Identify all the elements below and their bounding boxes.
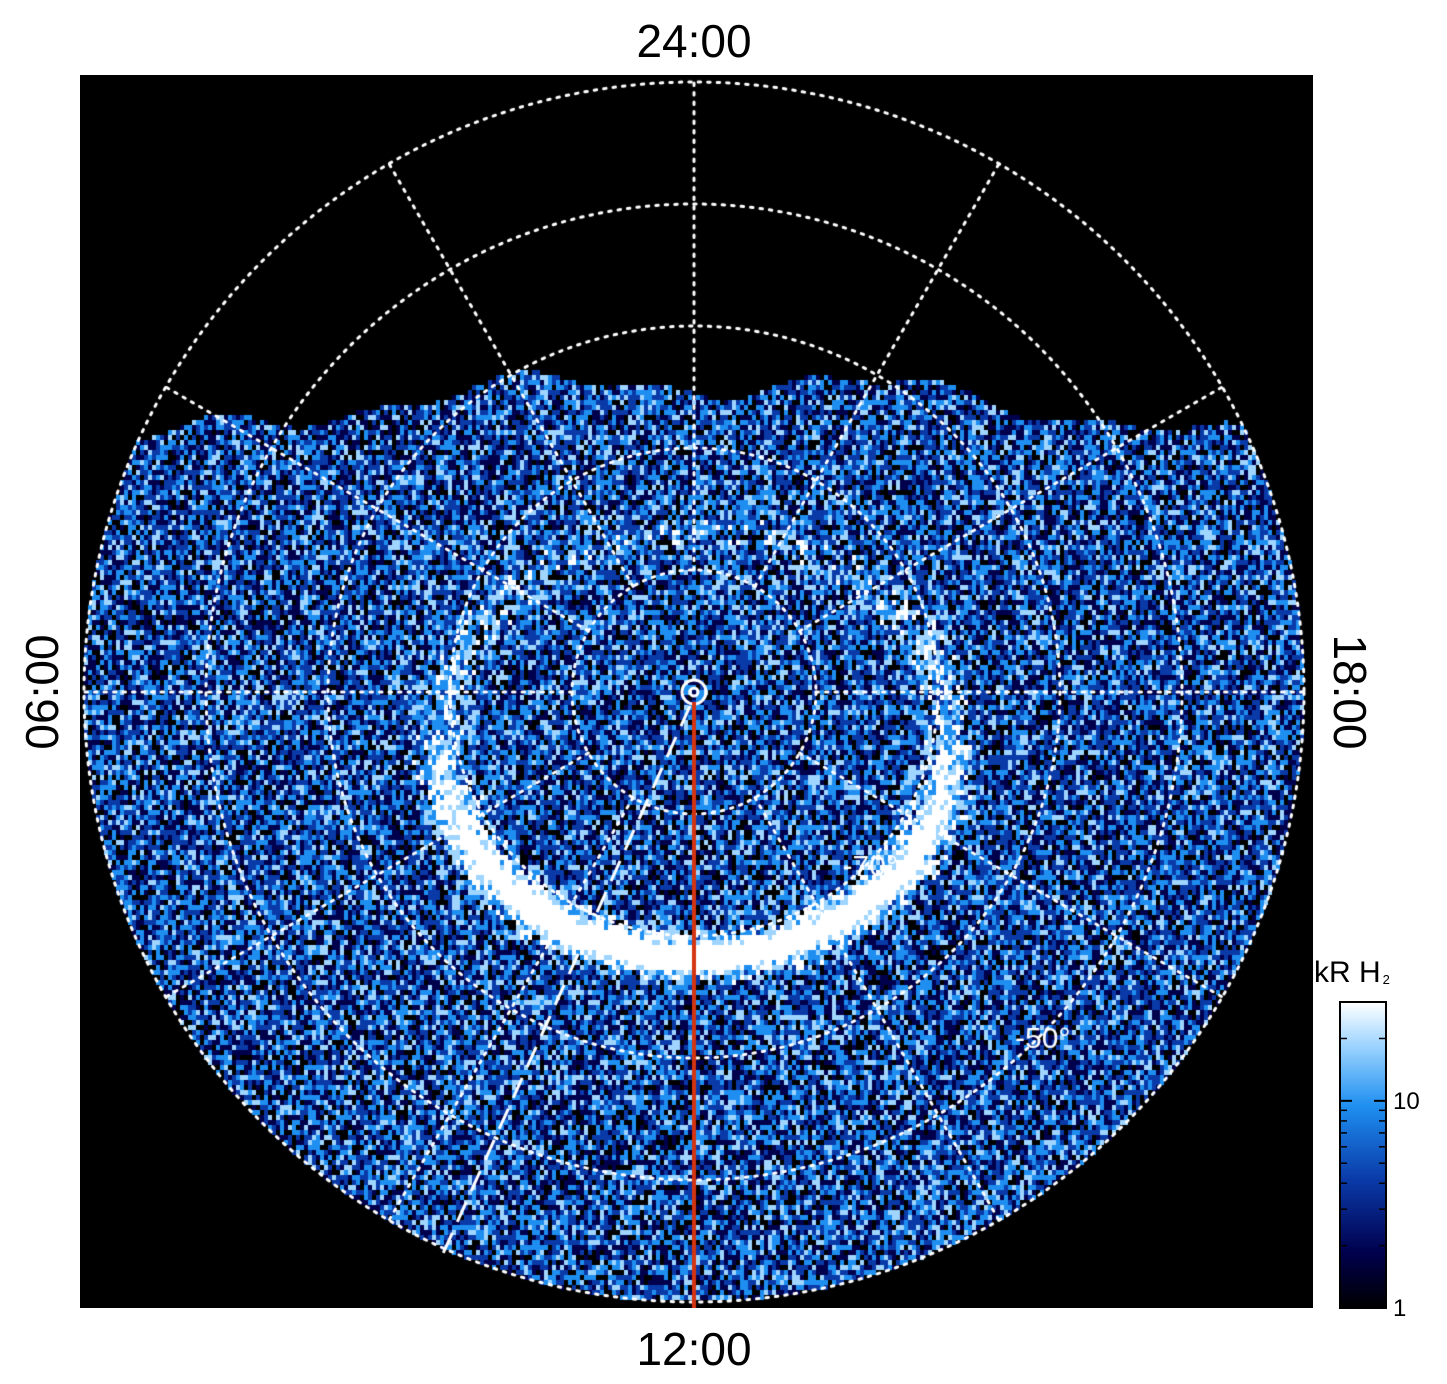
colorbar-title-text: kR H: [1314, 956, 1381, 989]
colorbar-title-subscript: 2: [1382, 972, 1390, 987]
colorbar: 1 10: [1339, 1001, 1420, 1320]
colorbar-tick-label: 1: [1393, 1295, 1406, 1320]
colorbar-tick-label: 10: [1393, 1088, 1420, 1115]
local-time-label-midnight: 24:00: [636, 15, 752, 67]
polar-auroral-image: [80, 75, 1313, 1308]
local-time-label-dawn: 06:00: [16, 634, 68, 750]
local-time-label-noon: 12:00: [636, 1323, 752, 1375]
colorbar-minor-ticks: [1340, 1037, 1386, 1247]
colorbar-gradient: [1339, 1001, 1387, 1309]
local-time-label-dusk: 18:00: [1324, 634, 1376, 750]
colorbar-major-ticks: 1 10: [1340, 1088, 1420, 1320]
